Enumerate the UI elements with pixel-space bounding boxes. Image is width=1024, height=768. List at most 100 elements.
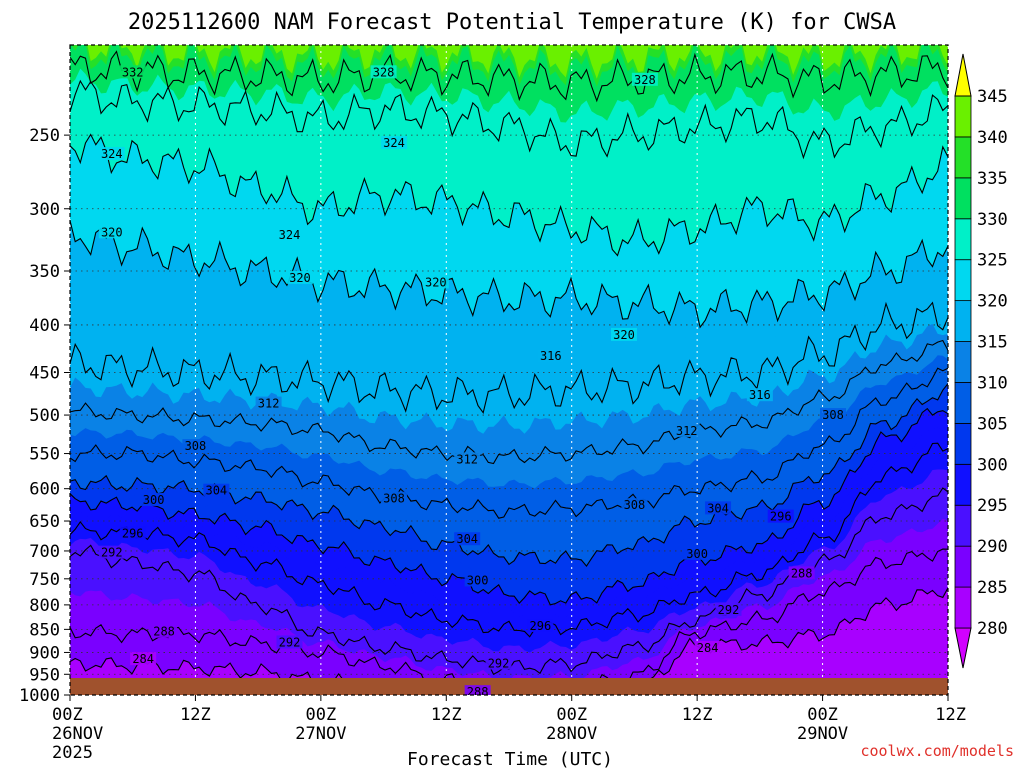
- contour-label-bg: [286, 270, 313, 284]
- contour-320: [70, 220, 948, 329]
- contour-label-324: 324: [98, 147, 125, 161]
- credit-text: coolwx.com/models: [860, 742, 1014, 760]
- contour-label-312: 312: [454, 452, 481, 466]
- contour-label-324: 324: [381, 136, 408, 150]
- y-tick-label: 700: [29, 542, 60, 562]
- contour-label-text: 304: [456, 532, 478, 546]
- contour-label-text: 300: [143, 493, 165, 507]
- y-tick-label: 900: [29, 643, 60, 663]
- y-tick-label: 950: [29, 665, 60, 685]
- contour-label-bg: [621, 498, 648, 512]
- contour-label-304: 304: [705, 501, 732, 515]
- contour-label-304: 304: [203, 483, 230, 498]
- colorbar-segment: [954, 463, 972, 506]
- colorbar-segment: [954, 382, 972, 424]
- contour-label-bg: [276, 227, 303, 241]
- contour-label-bg: [610, 327, 637, 341]
- contour-label-bg: [464, 685, 491, 695]
- colorbar-label: 340: [977, 128, 1008, 148]
- contour-label-text: 324: [383, 136, 405, 150]
- contour-label-text: 312: [676, 424, 698, 438]
- colorbar-label: 335: [977, 169, 1008, 189]
- contour-label-text: 292: [718, 603, 740, 617]
- contour-label-text: 332: [122, 65, 144, 79]
- colorbar-label: 320: [977, 292, 1008, 312]
- x-tick-label: 12Z: [935, 705, 966, 725]
- colorbar-label: 315: [977, 333, 1008, 353]
- y-tick-label: 650: [29, 512, 60, 532]
- contour-label-bg: [767, 509, 794, 523]
- colorbar-under: [954, 627, 972, 669]
- contour-label-text: 288: [467, 685, 489, 699]
- colorbar: 280 285 290 295 300 305 310 315 320 325 330 335 340 3…: [954, 53, 1008, 669]
- contour-label-text: 320: [289, 271, 311, 285]
- contour-label-text: 288: [153, 625, 175, 639]
- contour-label-text: 324: [279, 228, 301, 242]
- contour-label-text: 316: [540, 349, 562, 363]
- y-tick-label: 350: [29, 262, 60, 282]
- contour-label-text: 304: [707, 501, 729, 515]
- contour-label-328: 328: [631, 72, 658, 87]
- colorbar-segment: [954, 136, 972, 179]
- color-fill-bands: [70, 45, 948, 695]
- colorbar-label: 285: [977, 578, 1008, 598]
- y-tick-label: 1000: [19, 686, 60, 706]
- contour-316: [70, 301, 948, 414]
- contour-label-text: 320: [101, 225, 123, 239]
- contour-label-text: 296: [530, 619, 552, 633]
- contour-label-text: 320: [613, 328, 635, 342]
- contour-label-304: 304: [454, 532, 481, 546]
- x-tick-label: 00Z: [305, 705, 336, 725]
- contour-label-bg: [119, 526, 146, 540]
- contour-label-bg: [182, 439, 209, 453]
- contour-312: [70, 339, 948, 465]
- contour-label-bg: [673, 423, 700, 437]
- contour-label-bg: [203, 483, 230, 497]
- y-tick-label: 550: [29, 445, 60, 465]
- band-fill: [70, 45, 948, 79]
- contour-label-288: 288: [788, 566, 815, 580]
- contour-label-bg: [527, 619, 554, 633]
- contour-label-text: 328: [373, 65, 395, 79]
- colorbar-label: 300: [977, 455, 1008, 475]
- colorbar-segment: [954, 95, 972, 138]
- contour-label-bg: [422, 275, 449, 289]
- contour-label-text: 292: [279, 635, 301, 649]
- contour-label-text: 324: [101, 147, 123, 161]
- contour-label-296: 296: [767, 509, 794, 524]
- contour-label-bg: [454, 452, 481, 466]
- contour-labels: 332 328 328 324 324 324 320 320 320 320 316 316 312 3…: [98, 65, 847, 699]
- colorbar-label: 310: [977, 373, 1008, 393]
- contour-label-bg: [537, 349, 564, 363]
- contour-label-text: 292: [101, 546, 123, 560]
- x-axis-label: Forecast Time (UTC): [407, 749, 613, 768]
- x-tick-date: 29NOV: [797, 724, 848, 744]
- contour-label-312: 312: [673, 423, 700, 438]
- y-tick-label: 450: [29, 364, 60, 384]
- contour-label-296: 296: [527, 619, 554, 633]
- x-tick-year: 2025: [52, 743, 93, 763]
- contour-284: [70, 587, 948, 695]
- y-tick-label: 400: [29, 316, 60, 336]
- colorbar-over: [954, 53, 972, 97]
- colorbar-label: 325: [977, 251, 1008, 271]
- contour-label-bg: [276, 635, 303, 649]
- contour-label-292: 292: [276, 635, 303, 649]
- colorbar-segment: [954, 177, 972, 220]
- x-tick-label: 00Z: [52, 705, 83, 725]
- contour-label-332: 332: [119, 65, 146, 79]
- chart-title: 2025112600 NAM Forecast Potential Temper…: [128, 10, 896, 35]
- contour-label-284: 284: [130, 652, 157, 666]
- contour-label-text: 308: [383, 492, 405, 506]
- contour-label-284: 284: [694, 640, 721, 655]
- contour-label-288: 288: [464, 685, 491, 699]
- y-tick-label: 500: [29, 406, 60, 426]
- contour-label-308: 308: [182, 439, 209, 453]
- contour-label-text: 312: [258, 397, 280, 411]
- x-tick-label: 12Z: [682, 705, 713, 725]
- contour-label-316: 316: [537, 349, 564, 363]
- contour-label-308: 308: [621, 498, 648, 512]
- plot-frame: [69, 44, 949, 696]
